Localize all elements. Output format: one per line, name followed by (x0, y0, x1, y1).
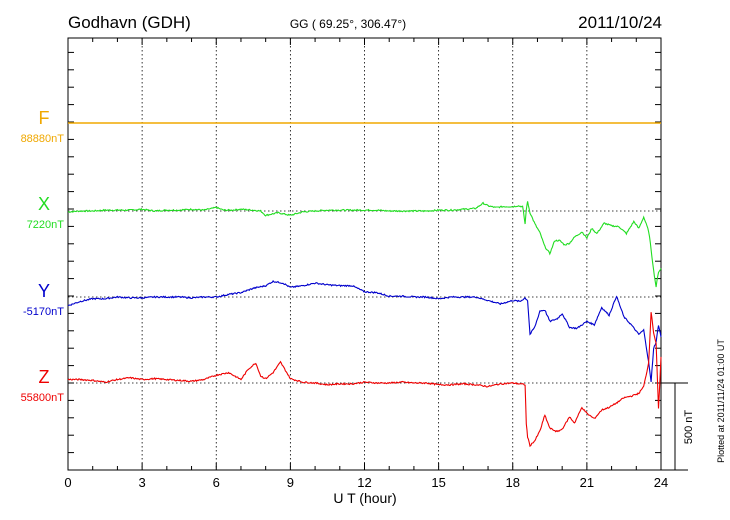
baseline-label-x: 7220nT (27, 219, 65, 231)
x-tick-label: 24 (654, 475, 668, 490)
plotted-at-note: Plotted at 2011/11/24 01:00 UT (716, 339, 726, 463)
scale-bar-label: 500 nT (683, 410, 695, 445)
baseline-label-y: -5170nT (23, 306, 64, 318)
x-tick-label: 9 (287, 475, 294, 490)
plot-frame (67, 37, 662, 471)
plot-grid (67, 38, 662, 471)
x-tick-label: 3 (139, 475, 146, 490)
x-tick-label: 15 (431, 475, 445, 490)
scale-bar: 500 nT (661, 382, 695, 471)
x-tick-label: 21 (580, 475, 594, 490)
plot-date: 2011/10/24 (578, 13, 662, 32)
x-tick-label: 0 (64, 475, 71, 490)
baseline-label-f: 88880nT (21, 133, 65, 145)
station-coordinates: GG ( 69.25°, 306.47°) (290, 17, 406, 31)
series-layer (67, 122, 662, 448)
baseline-label-z: 55800nT (21, 392, 65, 404)
x-axis-title: U T (hour) (333, 490, 396, 506)
series-label-f: F (39, 108, 50, 128)
x-tick-label: 18 (506, 475, 520, 490)
series-label-y: Y (38, 281, 50, 301)
x-tick-label: 12 (357, 475, 371, 490)
series-line-x (67, 201, 662, 288)
series-label-x: X (38, 194, 50, 214)
station-title: Godhavn (GDH) (68, 13, 191, 32)
series-label-z: Z (39, 367, 50, 387)
x-tick-label: 6 (213, 475, 220, 490)
series-line-z (67, 312, 662, 448)
x-tick-labels: 0 3 6 9 12 15 18 21 24 (64, 475, 668, 490)
series-line-y (67, 279, 662, 382)
